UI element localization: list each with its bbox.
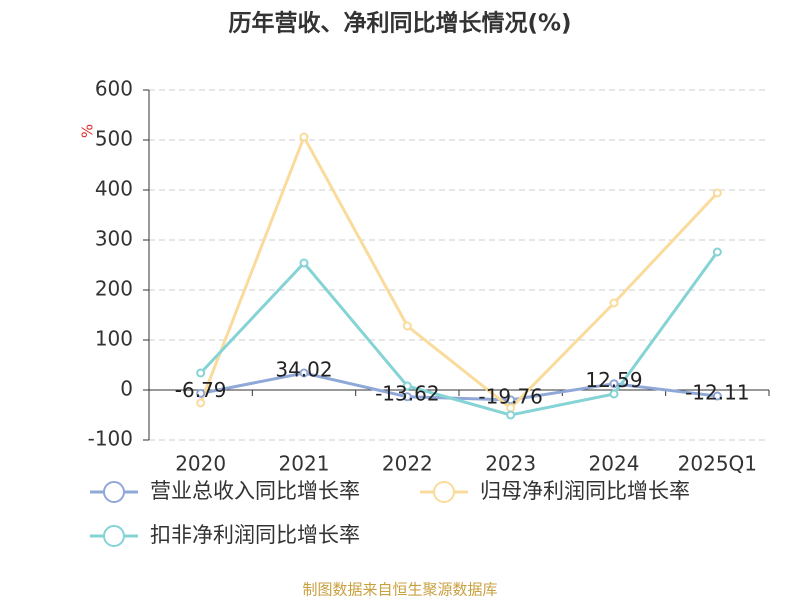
series-line — [199, 133, 719, 411]
data-label: 34.02 — [275, 357, 332, 381]
y-tick-label: 0 — [120, 377, 133, 401]
point — [196, 398, 206, 408]
legend-label: 归母净利润同比增长率 — [480, 479, 690, 503]
x-tick-label: 2025Q1 — [678, 452, 757, 476]
data-label: -6.79 — [175, 378, 227, 402]
x-tick-label: 2023 — [485, 452, 536, 476]
point — [506, 395, 516, 405]
point — [402, 321, 412, 331]
point — [402, 392, 412, 402]
point — [609, 389, 619, 399]
y-tick-label: 200 — [95, 277, 133, 301]
x-tick-label: 2022 — [382, 452, 433, 476]
point — [299, 368, 309, 378]
y-tick-label: 400 — [95, 177, 133, 201]
point — [506, 410, 516, 420]
data-label: 12.59 — [585, 368, 642, 392]
point — [712, 188, 722, 198]
y-axis-label: % — [79, 124, 97, 138]
data-label: -19.76 — [478, 384, 542, 408]
y-tick-label: 100 — [95, 327, 133, 351]
series-line — [199, 251, 719, 417]
legend-marker — [103, 481, 125, 503]
legend-marker — [433, 481, 455, 503]
point — [196, 388, 206, 398]
y-tick-label: -100 — [88, 427, 133, 451]
point — [299, 132, 309, 142]
legend-marker — [103, 525, 125, 547]
y-tick-label: 600 — [95, 77, 133, 101]
point — [609, 379, 619, 389]
point — [196, 368, 206, 378]
legend-label: 营业总收入同比增长率 — [150, 479, 360, 503]
x-tick-label: 2024 — [589, 452, 640, 476]
point — [609, 298, 619, 308]
x-tick-label: 2020 — [175, 452, 226, 476]
y-tick-label: 500 — [95, 127, 133, 151]
series-line — [200, 371, 718, 402]
y-tick-label: 300 — [95, 227, 133, 251]
point — [402, 381, 412, 391]
point — [712, 247, 722, 257]
data-label: -12.11 — [685, 381, 749, 405]
x-tick-label: 2021 — [279, 452, 330, 476]
data-label: -13.62 — [375, 381, 439, 405]
point — [299, 258, 309, 268]
legend-label: 扣非净利润同比增长率 — [150, 523, 360, 547]
source: 制图数据来自恒生聚源数据库 — [302, 581, 497, 599]
chart-title: 历年营收、净利同比增长情况(%) — [228, 10, 571, 37]
point — [712, 391, 722, 401]
